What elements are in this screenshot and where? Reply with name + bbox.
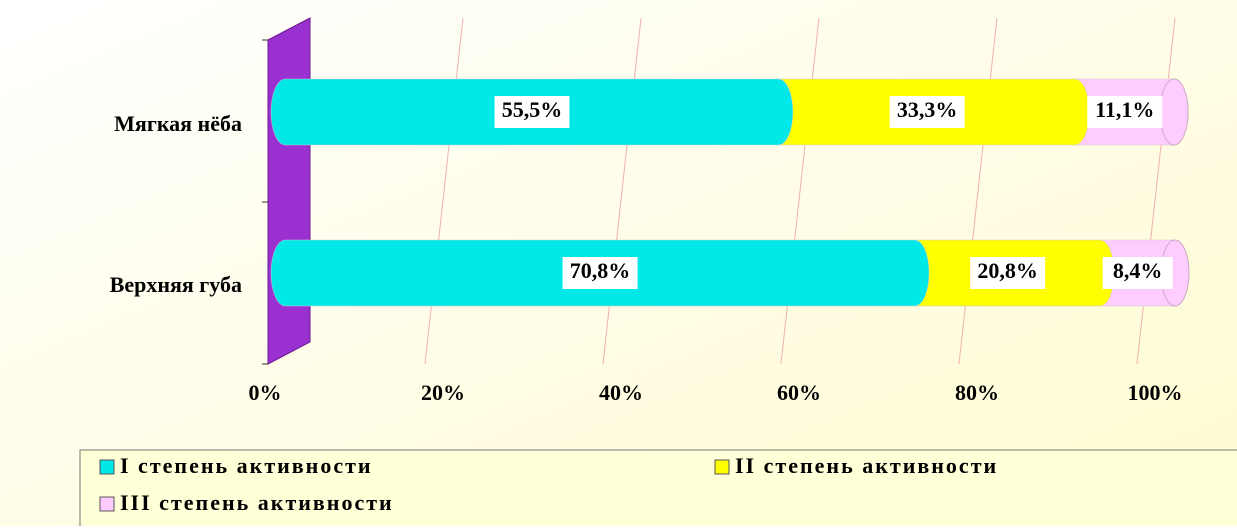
grid-line: [424, 17, 464, 365]
y-tick-label: Мягкая нёба: [114, 111, 242, 136]
data-label: 11,1%: [1095, 97, 1154, 122]
data-label: 33,3%: [897, 97, 958, 122]
grid-line: [1136, 17, 1176, 365]
legend-swatch: [714, 459, 730, 475]
y-tick-label: Верхняя губа: [110, 272, 242, 297]
legend-swatch: [99, 459, 115, 475]
bar-cap: [1159, 78, 1189, 146]
data-label-box: [1087, 96, 1163, 128]
data-label: 55,5%: [502, 97, 563, 122]
legend-label: I степень активности: [120, 453, 373, 478]
legend-box: [79, 449, 1237, 531]
data-label-box: [970, 257, 1046, 289]
side-wall: [267, 17, 311, 365]
grid-line: [780, 17, 820, 365]
legend-label: II степень активности: [735, 453, 998, 478]
data-label-box: [1102, 257, 1173, 289]
grid-line: [958, 17, 998, 365]
legend-label: III степень активности: [120, 490, 394, 515]
x-tick-label: 20%: [421, 380, 465, 405]
x-tick-label: 80%: [955, 380, 999, 405]
grid-line: [602, 17, 642, 365]
data-label: 70,8%: [570, 258, 631, 283]
legend-swatch: [99, 496, 115, 512]
x-tick-label: 40%: [599, 380, 643, 405]
x-tick-label: 0%: [249, 380, 282, 405]
x-tick-label: 60%: [777, 380, 821, 405]
data-label-box: [889, 96, 965, 128]
data-label: 20,8%: [977, 258, 1038, 283]
x-tick-label: 100%: [1128, 380, 1183, 405]
data-label-box: [494, 96, 570, 128]
data-label-box: [562, 257, 638, 289]
data-label: 8,4%: [1113, 258, 1163, 283]
